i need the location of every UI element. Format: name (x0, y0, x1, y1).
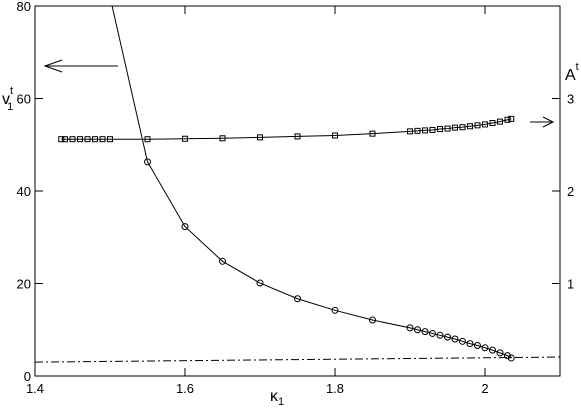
square-marker (99, 136, 106, 143)
square-marker (332, 132, 338, 139)
square-marker (294, 133, 301, 140)
square-marker (444, 125, 451, 132)
circle-marker (436, 331, 444, 339)
circle-marker (481, 344, 489, 352)
circle-marker (466, 340, 474, 348)
y2-label: At (565, 61, 579, 84)
square-marker (257, 134, 263, 141)
y-tick-label: 80 (17, 0, 31, 14)
circle-marker (294, 295, 301, 303)
series-line (61, 118, 512, 140)
x-tick-label: 1.4 (26, 381, 44, 396)
x-label: κ1 (270, 388, 284, 407)
square-marker (459, 124, 466, 131)
circle-marker (369, 316, 376, 324)
y2-label-sup: t (576, 61, 579, 73)
circle-marker (256, 279, 264, 287)
circle-marker (504, 352, 511, 360)
square-marker (414, 127, 421, 134)
circle-marker (429, 329, 436, 337)
square-marker (482, 121, 488, 128)
x-label-sub: 1 (278, 396, 284, 407)
square-marker (504, 116, 511, 123)
right-arrow (530, 116, 555, 128)
y-label-sub: 1 (7, 101, 13, 113)
circle-marker (474, 341, 481, 349)
circle-marker (219, 257, 226, 265)
square-marker (369, 130, 376, 137)
square-marker (69, 136, 76, 143)
series-line (35, 356, 560, 363)
x-tick-label: 2 (481, 381, 488, 396)
square-marker (92, 136, 98, 143)
y-tick-label: 40 (17, 184, 31, 199)
square-marker (144, 136, 151, 143)
square-marker (58, 136, 65, 143)
circle-marker (414, 326, 421, 334)
y-label: vt 1 (2, 85, 13, 113)
y2-tick-label: 3 (567, 92, 574, 107)
square-marker (497, 118, 503, 125)
square-marker (452, 124, 458, 131)
square-marker (467, 123, 473, 130)
square-marker (489, 120, 496, 127)
square-marker (508, 115, 515, 122)
square-marker (107, 136, 113, 143)
square-marker (429, 126, 436, 133)
series-line (111, 6, 512, 359)
y-tick-label: 0 (24, 369, 31, 384)
square-marker (219, 135, 226, 142)
circle-marker (489, 346, 496, 354)
x-tick-label: 1.8 (326, 381, 344, 396)
square-marker (437, 126, 443, 133)
circle-marker (331, 306, 339, 314)
y-label-text: v (2, 91, 10, 108)
circle-marker (181, 223, 189, 231)
circle-marker (444, 333, 451, 341)
y-label-sup: t (10, 85, 13, 97)
square-marker (407, 128, 413, 135)
circle-marker (459, 337, 466, 345)
square-marker (182, 135, 188, 142)
y2-tick-label: 2 (567, 184, 574, 199)
y2-tick-label: 1 (567, 277, 574, 292)
x-tick-label: 1.6 (176, 381, 194, 396)
circle-marker (496, 349, 504, 357)
plot-area (35, 6, 560, 363)
circle-marker (144, 158, 151, 166)
plot-frame (34, 5, 561, 377)
square-marker (422, 127, 428, 134)
y2-label-text: A (565, 67, 576, 84)
square-marker (77, 136, 83, 143)
y-tick-label: 60 (17, 92, 31, 107)
square-marker (62, 136, 68, 143)
circle-marker (421, 328, 429, 336)
square-marker (84, 136, 91, 143)
square-marker (474, 122, 481, 129)
circle-marker (451, 335, 459, 343)
circle-marker (406, 324, 414, 332)
y-tick-label: 20 (17, 277, 31, 292)
left-arrow (43, 59, 118, 73)
circle-marker (507, 354, 515, 362)
x-label-text: κ (270, 388, 279, 405)
